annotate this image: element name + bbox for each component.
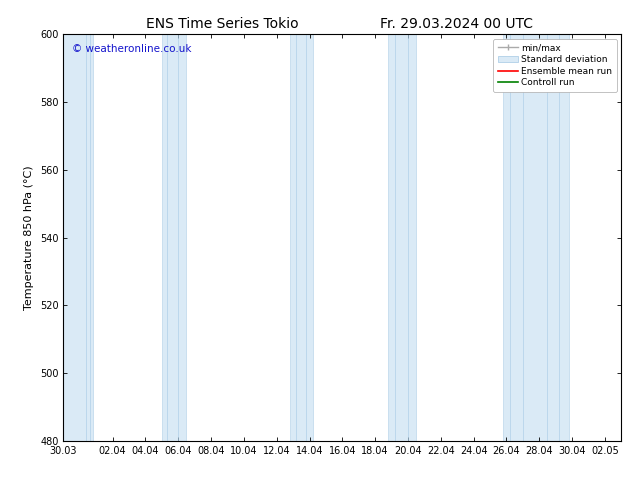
Text: © weatheronline.co.uk: © weatheronline.co.uk (72, 45, 191, 54)
Text: Fr. 29.03.2024 00 UTC: Fr. 29.03.2024 00 UTC (380, 17, 533, 31)
Bar (162, 34, 186, 441)
Bar (290, 34, 313, 441)
Bar (388, 34, 416, 441)
Bar (503, 34, 569, 441)
Legend: min/max, Standard deviation, Ensemble mean run, Controll run: min/max, Standard deviation, Ensemble me… (493, 39, 617, 92)
Text: ENS Time Series Tokio: ENS Time Series Tokio (146, 17, 298, 31)
Y-axis label: Temperature 850 hPa (°C): Temperature 850 hPa (°C) (24, 165, 34, 310)
Bar (63, 34, 93, 441)
